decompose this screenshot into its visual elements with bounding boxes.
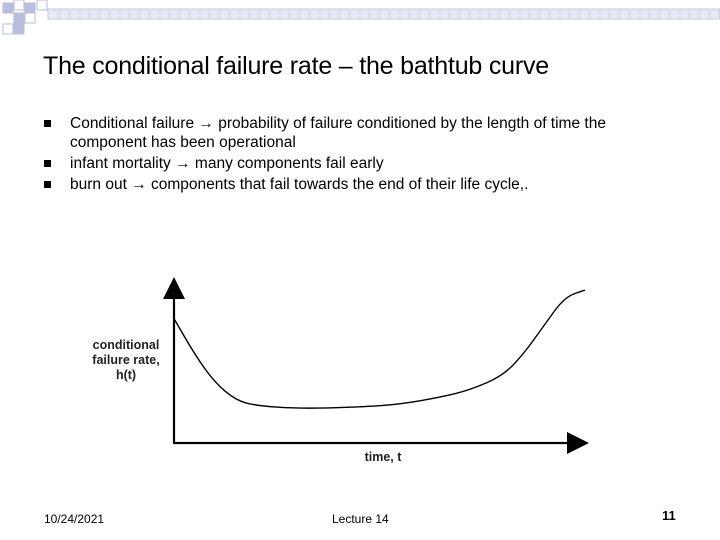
bullet-lead: burn out (70, 176, 127, 193)
bullet-item: burn out → components that fail towards … (44, 175, 684, 194)
y-axis-label-line: failure rate, (92, 353, 160, 367)
square-bullet-icon (44, 181, 51, 188)
y-axis-label-line: conditional (92, 338, 160, 352)
bullet-lead: infant mortality (70, 155, 171, 172)
right-arrow-icon: → (131, 176, 147, 193)
corner-decoration (2, 0, 720, 35)
bullet-list: Conditional failure → probability of fai… (44, 114, 684, 196)
bullet-text: probability of failure conditioned by th… (70, 115, 606, 151)
bullet-lead: Conditional failure (70, 115, 195, 132)
slide-title: The conditional failure rate – the batht… (43, 52, 550, 80)
bullet-item: infant mortality → many components fail … (44, 154, 684, 173)
footer-date: 10/24/2021 (44, 512, 105, 526)
right-arrow-icon: → (198, 115, 214, 132)
right-arrow-icon: → (175, 155, 191, 172)
failure-rate-curve (173, 289, 586, 409)
bullet-text: components that fail towards the end of … (151, 176, 529, 193)
footer-center: Lecture 14 (332, 512, 389, 526)
bathtub-chart (163, 277, 589, 454)
slide-number: 11 (662, 508, 676, 523)
square-bullet-icon (44, 160, 51, 167)
x-axis-label: time, t (364, 450, 402, 464)
y-axis-label-line: h(t) (115, 368, 137, 382)
bullet-text: many components fail early (194, 155, 384, 172)
square-bullet-icon (44, 120, 51, 127)
y-axis-label: conditional failure rate, h(t) (80, 338, 172, 383)
bullet-item: Conditional failure → probability of fai… (44, 114, 684, 152)
